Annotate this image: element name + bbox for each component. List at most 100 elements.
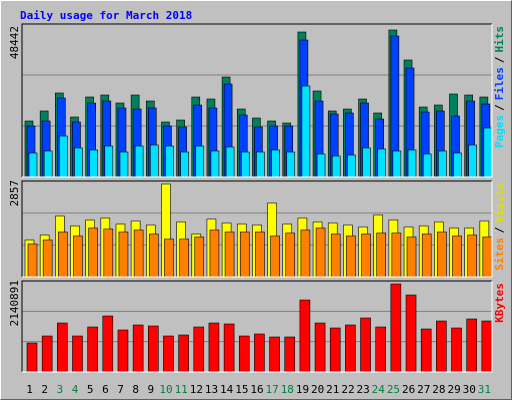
- bar: [331, 155, 341, 178]
- bar: [179, 238, 189, 278]
- bar: [88, 227, 98, 278]
- legend-entry: Files: [493, 67, 506, 100]
- x-tick-label: 14: [220, 383, 234, 396]
- bar: [436, 320, 447, 373]
- panel-border: [22, 24, 493, 178]
- x-tick-label: 13: [205, 383, 218, 396]
- panel-border: [21, 180, 492, 277]
- bar: [103, 228, 114, 278]
- x-tick-label: 2: [41, 383, 48, 396]
- legend-entry: Sites: [493, 237, 506, 270]
- bar: [238, 335, 250, 373]
- bar: [284, 336, 296, 373]
- bar: [346, 235, 356, 278]
- legend-separator: /: [493, 104, 506, 111]
- x-tick-label: 20: [311, 383, 324, 396]
- legend-separator: /: [493, 226, 506, 233]
- panel-border: [22, 281, 493, 373]
- y-tick-label: 2140891: [8, 280, 21, 326]
- x-tick-label: 11: [175, 383, 188, 396]
- bar: [256, 151, 265, 178]
- bar: [28, 152, 38, 178]
- chart-title: Daily usage for March 2018: [20, 9, 192, 22]
- bar: [164, 238, 174, 278]
- bar: [467, 234, 477, 278]
- bar: [286, 151, 296, 178]
- bar: [193, 326, 205, 373]
- x-tick-label: 31: [478, 383, 491, 396]
- bar: [329, 327, 341, 373]
- x-tick-label: 27: [417, 383, 430, 396]
- x-tick-label: 4: [72, 383, 79, 396]
- x-tick-label: 30: [463, 383, 476, 396]
- x-tick-label: 7: [117, 383, 124, 396]
- bar: [240, 151, 250, 178]
- bar: [210, 150, 220, 178]
- panel-border: [22, 181, 493, 278]
- bar: [330, 233, 341, 278]
- bar: [405, 294, 417, 373]
- bar: [451, 327, 462, 373]
- bar: [209, 229, 220, 278]
- x-tick-label: 18: [281, 383, 294, 396]
- panel-border: [21, 280, 492, 372]
- bar: [315, 227, 326, 278]
- x-tick-label: 10: [159, 383, 172, 396]
- bar: [316, 153, 326, 178]
- x-tick-label: 8: [132, 383, 139, 396]
- bar: [347, 154, 356, 178]
- bar: [178, 334, 189, 373]
- x-tick-label: 28: [432, 383, 445, 396]
- bar: [468, 144, 477, 178]
- bar: [285, 232, 296, 278]
- bar: [376, 232, 387, 278]
- bar: [119, 151, 129, 178]
- x-tick-label: 3: [57, 383, 64, 396]
- x-tick-label: 1: [26, 383, 33, 396]
- bar: [390, 283, 402, 373]
- bar: [223, 323, 235, 373]
- bar: [104, 145, 114, 178]
- legend-separator: /: [493, 56, 506, 63]
- x-tick-label: 24: [372, 383, 386, 396]
- bar: [420, 328, 432, 373]
- bar: [438, 150, 447, 178]
- x-tick-label: 16: [250, 383, 263, 396]
- legend-entry: KBytes: [493, 283, 506, 323]
- y-tick-label: 48442: [8, 26, 21, 59]
- panel-border: [21, 23, 492, 177]
- bar: [361, 233, 371, 278]
- bar: [26, 342, 38, 373]
- x-tick-label: 22: [341, 383, 354, 396]
- x-tick-label: 29: [447, 383, 460, 396]
- bar: [466, 318, 477, 373]
- bar: [149, 144, 159, 178]
- bar: [377, 148, 387, 178]
- bar: [74, 147, 83, 178]
- legend: Pages / Files / Hits: [493, 26, 506, 148]
- bar: [27, 243, 38, 278]
- bar: [57, 322, 68, 373]
- bar: [345, 324, 356, 373]
- x-tick-label: 19: [296, 383, 309, 396]
- bar: [437, 231, 447, 278]
- bar: [195, 145, 205, 178]
- bar: [360, 317, 371, 373]
- bar: [58, 231, 68, 278]
- bar: [102, 315, 114, 373]
- bar: [208, 322, 220, 373]
- bar: [133, 229, 144, 278]
- bar: [375, 326, 387, 373]
- bar: [118, 231, 129, 278]
- bar: [225, 146, 235, 178]
- bar: [254, 333, 265, 373]
- legend-entry: Pages: [493, 115, 506, 148]
- legend-entry: Hits: [493, 26, 506, 53]
- bar: [148, 233, 159, 278]
- bar: [314, 322, 326, 373]
- bar: [362, 147, 371, 178]
- bar: [271, 149, 280, 178]
- bar: [72, 335, 83, 373]
